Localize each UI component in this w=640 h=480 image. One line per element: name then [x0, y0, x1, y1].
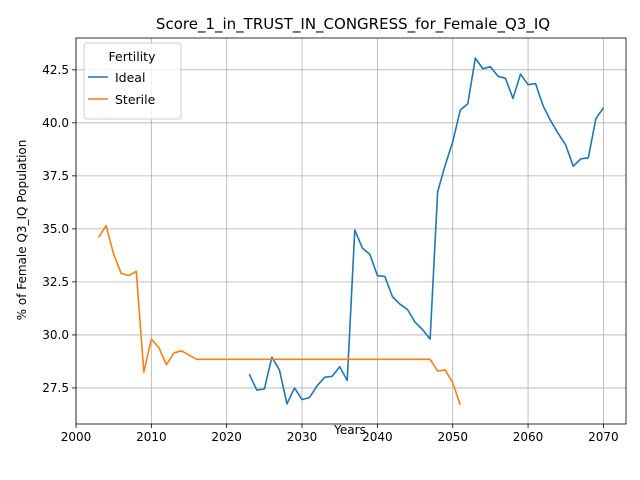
y-axis-label: % of Female Q3_IQ Population — [15, 140, 29, 321]
x-tick-label: 2070 — [588, 430, 619, 444]
x-tick-label: 2010 — [136, 430, 167, 444]
y-tick-label: 40.0 — [42, 116, 69, 130]
x-axis-label: Years — [333, 423, 366, 437]
legend: Fertility Ideal Sterile — [83, 42, 182, 120]
y-tick-label: 27.5 — [42, 381, 69, 395]
chart-title: Score_1_in_TRUST_IN_CONGRESS_for_Female_… — [156, 15, 550, 34]
series-lines — [97, 57, 605, 406]
series-line-ideal — [248, 57, 605, 405]
y-tick-label: 35.0 — [42, 222, 69, 236]
series-line-sterile — [97, 224, 462, 406]
legend-label-ideal: Ideal — [115, 70, 145, 85]
y-tick-label: 37.5 — [42, 169, 69, 183]
x-axis: 2000 2010 2020 2030 2040 2050 2060 2070 — [61, 424, 619, 444]
x-tick-label: 2000 — [61, 430, 92, 444]
plot-frame — [75, 37, 627, 425]
y-tick-label: 32.5 — [42, 275, 69, 289]
x-tick-label: 2020 — [211, 430, 242, 444]
y-tick-label: 42.5 — [42, 63, 69, 77]
legend-box — [83, 42, 182, 120]
y-axis: 27.5 30.0 32.5 35.0 37.5 40.0 42.5 — [42, 63, 76, 395]
grid — [75, 38, 626, 424]
x-tick-label: 2060 — [513, 430, 544, 444]
x-tick-label: 2050 — [437, 430, 468, 444]
legend-label-sterile: Sterile — [115, 92, 156, 107]
x-tick-label: 2040 — [362, 430, 393, 444]
y-tick-label: 30.0 — [42, 328, 69, 342]
legend-title: Fertility — [109, 49, 157, 64]
x-tick-label: 2030 — [287, 430, 318, 444]
